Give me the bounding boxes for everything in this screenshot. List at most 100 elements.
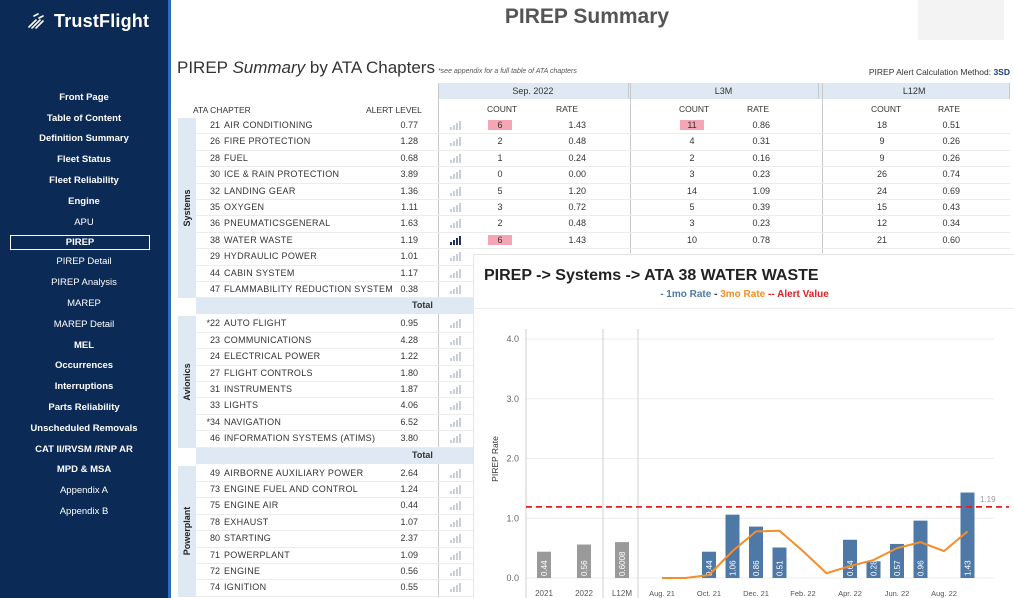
alert-level: 0.56 <box>400 566 418 576</box>
table-row[interactable]: 28 FUEL 0.68 1 0.24 2 0.16 9 0.26 <box>196 151 1010 168</box>
table-row[interactable]: 32 LANDING GEAR 1.36 5 1.20 14 1.09 24 0.69 <box>196 184 1010 200</box>
signal-bars-icon[interactable] <box>450 285 462 294</box>
signal-bars-icon[interactable] <box>450 583 462 593</box>
alert-level: 1.11 <box>401 202 418 212</box>
signal-bars-icon[interactable] <box>450 385 462 394</box>
table-row[interactable]: 21 AIR CONDITIONING 0.77 6 1.43 11 0.86 18 0.51 <box>196 118 1010 135</box>
section-title-suffix: by ATA Chapters <box>305 58 435 77</box>
sidebar-item-occurrences[interactable]: Occurrences <box>54 360 114 372</box>
signal-bars-icon[interactable] <box>450 137 462 147</box>
sidebar-item-table-of-content[interactable]: Table of Content <box>46 112 122 124</box>
rate-l12m: 0.74 <box>942 169 960 180</box>
y-tick-label: 2.0 <box>506 454 519 464</box>
table-row[interactable]: 35 OXYGEN 1.11 3 0.72 5 0.39 15 0.43 <box>196 200 1010 217</box>
table-row[interactable]: 30 ICE & RAIN PROTECTION 3.89 0 0.00 3 0.23 26 0… <box>196 167 1010 184</box>
sidebar-item-definition-summary[interactable]: Definition Summary <box>39 133 129 145</box>
signal-bars-icon[interactable] <box>450 401 462 411</box>
signal-bars-icon[interactable] <box>450 335 462 345</box>
legend-separator: - <box>711 289 721 300</box>
alert-level: 1.80 <box>400 367 418 378</box>
signal-bars-icon[interactable] <box>450 121 462 130</box>
sidebar-item-mpd-msa[interactable]: MPD & MSA <box>56 464 112 476</box>
col-count-month: COUNT <box>487 104 518 114</box>
annual-bar-label: 0.44 <box>540 560 549 576</box>
count-month: 2 <box>497 136 503 147</box>
signal-bars-icon[interactable] <box>450 268 462 278</box>
sidebar-item-pirep[interactable]: PIREP <box>10 234 150 250</box>
ata-name: FIRE PROTECTION <box>224 136 311 147</box>
signal-bars-icon[interactable] <box>450 517 462 527</box>
sidebar-item-unscheduled-removals[interactable]: Unscheduled Removals <box>30 422 138 434</box>
ata-name: IGNITION <box>224 582 267 593</box>
sidebar-item-pirep-detail[interactable]: PIREP Detail <box>56 256 112 268</box>
sidebar-item-interruptions[interactable]: Interruptions <box>54 381 114 393</box>
monthly-bar <box>749 526 763 578</box>
sidebar-item-fleet-reliability[interactable]: Fleet Reliability <box>49 175 119 187</box>
signal-bars-icon[interactable] <box>450 203 462 212</box>
alert-level: 0.38 <box>400 284 418 294</box>
sidebar-item-pirep-analysis[interactable]: PIREP Analysis <box>51 277 117 289</box>
signal-bars-icon[interactable] <box>450 186 462 196</box>
ata-name: FLIGHT CONTROLS <box>224 367 313 378</box>
signal-bars-icon[interactable] <box>450 417 462 427</box>
signal-bars-icon[interactable] <box>450 153 462 163</box>
signal-bars-icon[interactable] <box>450 550 462 560</box>
sidebar-item-cat-ii-rvsm-rnp-ar[interactable]: CAT II/RVSM /RNP AR <box>35 443 133 455</box>
ata-number: 32 <box>209 185 220 196</box>
y-tick-label: 3.0 <box>506 394 519 404</box>
sidebar-item-engine[interactable]: Engine <box>68 195 100 207</box>
monthly-x-label: Feb. 22 <box>790 589 815 598</box>
ata-name: PNEUMATICSGENERAL <box>224 218 331 229</box>
count-month: 1 <box>497 152 503 163</box>
col-count-l12m: COUNT <box>871 104 902 114</box>
signal-bars-icon[interactable] <box>450 501 462 511</box>
period-l3m[interactable]: L3M <box>629 83 820 99</box>
sidebar-item-front-page[interactable]: Front Page <box>59 91 109 103</box>
table-row[interactable]: 36 PNEUMATICSGENERAL 1.63 2 0.48 3 0.23 12 0.34 <box>196 216 1010 233</box>
signal-bars-icon[interactable] <box>450 252 462 262</box>
table-row[interactable]: 26 FIRE PROTECTION 1.28 2 0.48 4 0.31 9 0.26 <box>196 134 1010 151</box>
signal-bars-icon[interactable] <box>450 319 462 329</box>
annual-bar <box>537 551 551 578</box>
sidebar-item-fleet-status[interactable]: Fleet Status <box>57 154 111 166</box>
table-row[interactable]: 38 WATER WASTE 1.19 6 1.43 10 0.78 21 0.60 <box>196 233 1010 250</box>
signal-bars-icon[interactable] <box>450 434 462 444</box>
signal-bars-icon[interactable] <box>450 235 462 245</box>
sidebar-item-appendix-a[interactable]: Appendix A <box>59 485 109 497</box>
ata-number: 29 <box>209 251 220 262</box>
ata-name: INFORMATION SYSTEMS (ATIMS) <box>224 433 376 444</box>
signal-bars-icon[interactable] <box>450 368 462 378</box>
count-month: 0 <box>497 169 503 180</box>
monthly-x-label: Dec. 21 <box>743 589 769 598</box>
sidebar-item-mel[interactable]: MEL <box>73 339 95 351</box>
period-l12m[interactable]: L12M <box>819 83 1011 99</box>
brand[interactable]: TrustFlight <box>26 8 149 34</box>
period-sep-2022[interactable]: Sep. 2022 <box>438 83 629 99</box>
sidebar-item-marep[interactable]: MAREP <box>67 298 101 310</box>
rate-month: 1.43 <box>568 120 586 130</box>
tooltip-legend: - 1mo Rate - 3mo Rate -- Alert Value <box>474 289 1014 300</box>
y-tick-label: 4.0 <box>506 334 519 344</box>
sidebar-item-marep-detail[interactable]: MAREP Detail <box>53 318 115 330</box>
sidebar-item-parts-reliability[interactable]: Parts Reliability <box>48 402 120 414</box>
count-l12m: 18 <box>876 120 887 130</box>
sidebar-item-appendix-b[interactable]: Appendix B <box>59 506 109 518</box>
ata-number: 38 <box>209 234 220 245</box>
col-count-l3m: COUNT <box>679 104 710 114</box>
alert-level: 2.37 <box>400 533 418 544</box>
sidebar-item-apu[interactable]: APU <box>74 216 94 228</box>
sidebar: TrustFlight Front Page Table of Content De… <box>0 0 168 598</box>
signal-bars-icon[interactable] <box>450 352 462 362</box>
ata-number: 47 <box>209 284 220 294</box>
signal-bars-icon[interactable] <box>450 170 462 180</box>
monthly-bar <box>772 547 787 578</box>
rate-l12m: 0.69 <box>942 185 960 196</box>
signal-bars-icon[interactable] <box>450 534 462 544</box>
group-label-avionics: Avionics <box>178 316 196 448</box>
signal-bars-icon[interactable] <box>450 219 462 229</box>
signal-bars-icon[interactable] <box>450 468 462 478</box>
signal-bars-icon[interactable] <box>450 567 462 576</box>
signal-bars-icon[interactable] <box>450 485 462 494</box>
col-ata-chapter: ATA CHAPTER <box>193 105 251 115</box>
legend-alert-value: Alert Value <box>777 289 829 300</box>
